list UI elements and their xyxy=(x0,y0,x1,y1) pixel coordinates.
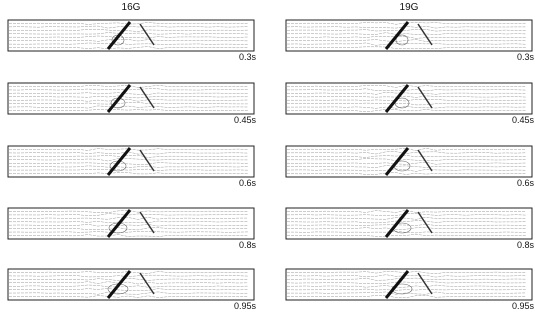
column-title: 19G xyxy=(400,2,419,13)
flow-panel xyxy=(7,207,255,240)
time-label: 0.45s xyxy=(234,115,257,125)
panel-frame xyxy=(7,207,255,240)
valve-leaflet xyxy=(384,21,410,50)
valve-leaflet xyxy=(106,147,132,176)
time-label: 0.95s xyxy=(234,301,257,311)
panel-frame xyxy=(285,207,533,240)
flow-panel xyxy=(285,19,533,52)
time-label: 0.8s xyxy=(239,240,257,250)
valve-leaflet xyxy=(106,270,132,299)
panel-frame xyxy=(285,82,533,115)
streamline xyxy=(8,281,249,285)
time-label: 0.8s xyxy=(517,240,535,250)
flow-panel xyxy=(285,145,533,178)
valve-leaflet xyxy=(106,21,132,50)
valve-leaflet xyxy=(384,147,410,176)
time-label: 0.95s xyxy=(512,301,535,311)
valve-leaflet xyxy=(417,272,433,295)
valve-leaflet xyxy=(417,149,433,172)
valve-leaflet xyxy=(417,211,433,234)
flow-panel xyxy=(7,19,255,52)
valve-leaflet xyxy=(417,23,433,46)
flow-panel xyxy=(285,82,533,115)
valve-leaflet xyxy=(139,211,155,234)
flow-panel xyxy=(7,268,255,301)
panel-frame xyxy=(285,19,533,52)
flow-panel xyxy=(7,145,255,178)
panel-frame xyxy=(7,82,255,115)
vortex xyxy=(395,34,409,46)
panel-frame xyxy=(285,145,533,178)
flow-panel xyxy=(285,268,533,301)
flow-panel xyxy=(285,207,533,240)
panel-frame xyxy=(7,19,255,52)
time-label: 0.3s xyxy=(239,52,257,62)
flow-panel xyxy=(7,82,255,115)
valve-leaflet xyxy=(384,209,410,238)
valve-leaflet xyxy=(417,86,433,109)
time-label: 0.45s xyxy=(512,115,535,125)
panel-frame xyxy=(7,268,255,301)
valve-leaflet xyxy=(139,86,155,109)
valve-leaflet xyxy=(384,270,410,299)
valve-leaflet xyxy=(139,272,155,295)
time-label: 0.6s xyxy=(517,178,535,188)
valve-leaflet xyxy=(384,84,410,113)
valve-leaflet xyxy=(106,209,132,238)
time-label: 0.6s xyxy=(239,178,257,188)
panel-frame xyxy=(285,268,533,301)
column-title: 16G xyxy=(122,2,141,13)
valve-leaflet xyxy=(106,84,132,113)
valve-leaflet xyxy=(139,149,155,172)
panel-frame xyxy=(7,145,255,178)
valve-leaflet xyxy=(139,23,155,46)
time-label: 0.3s xyxy=(517,52,535,62)
